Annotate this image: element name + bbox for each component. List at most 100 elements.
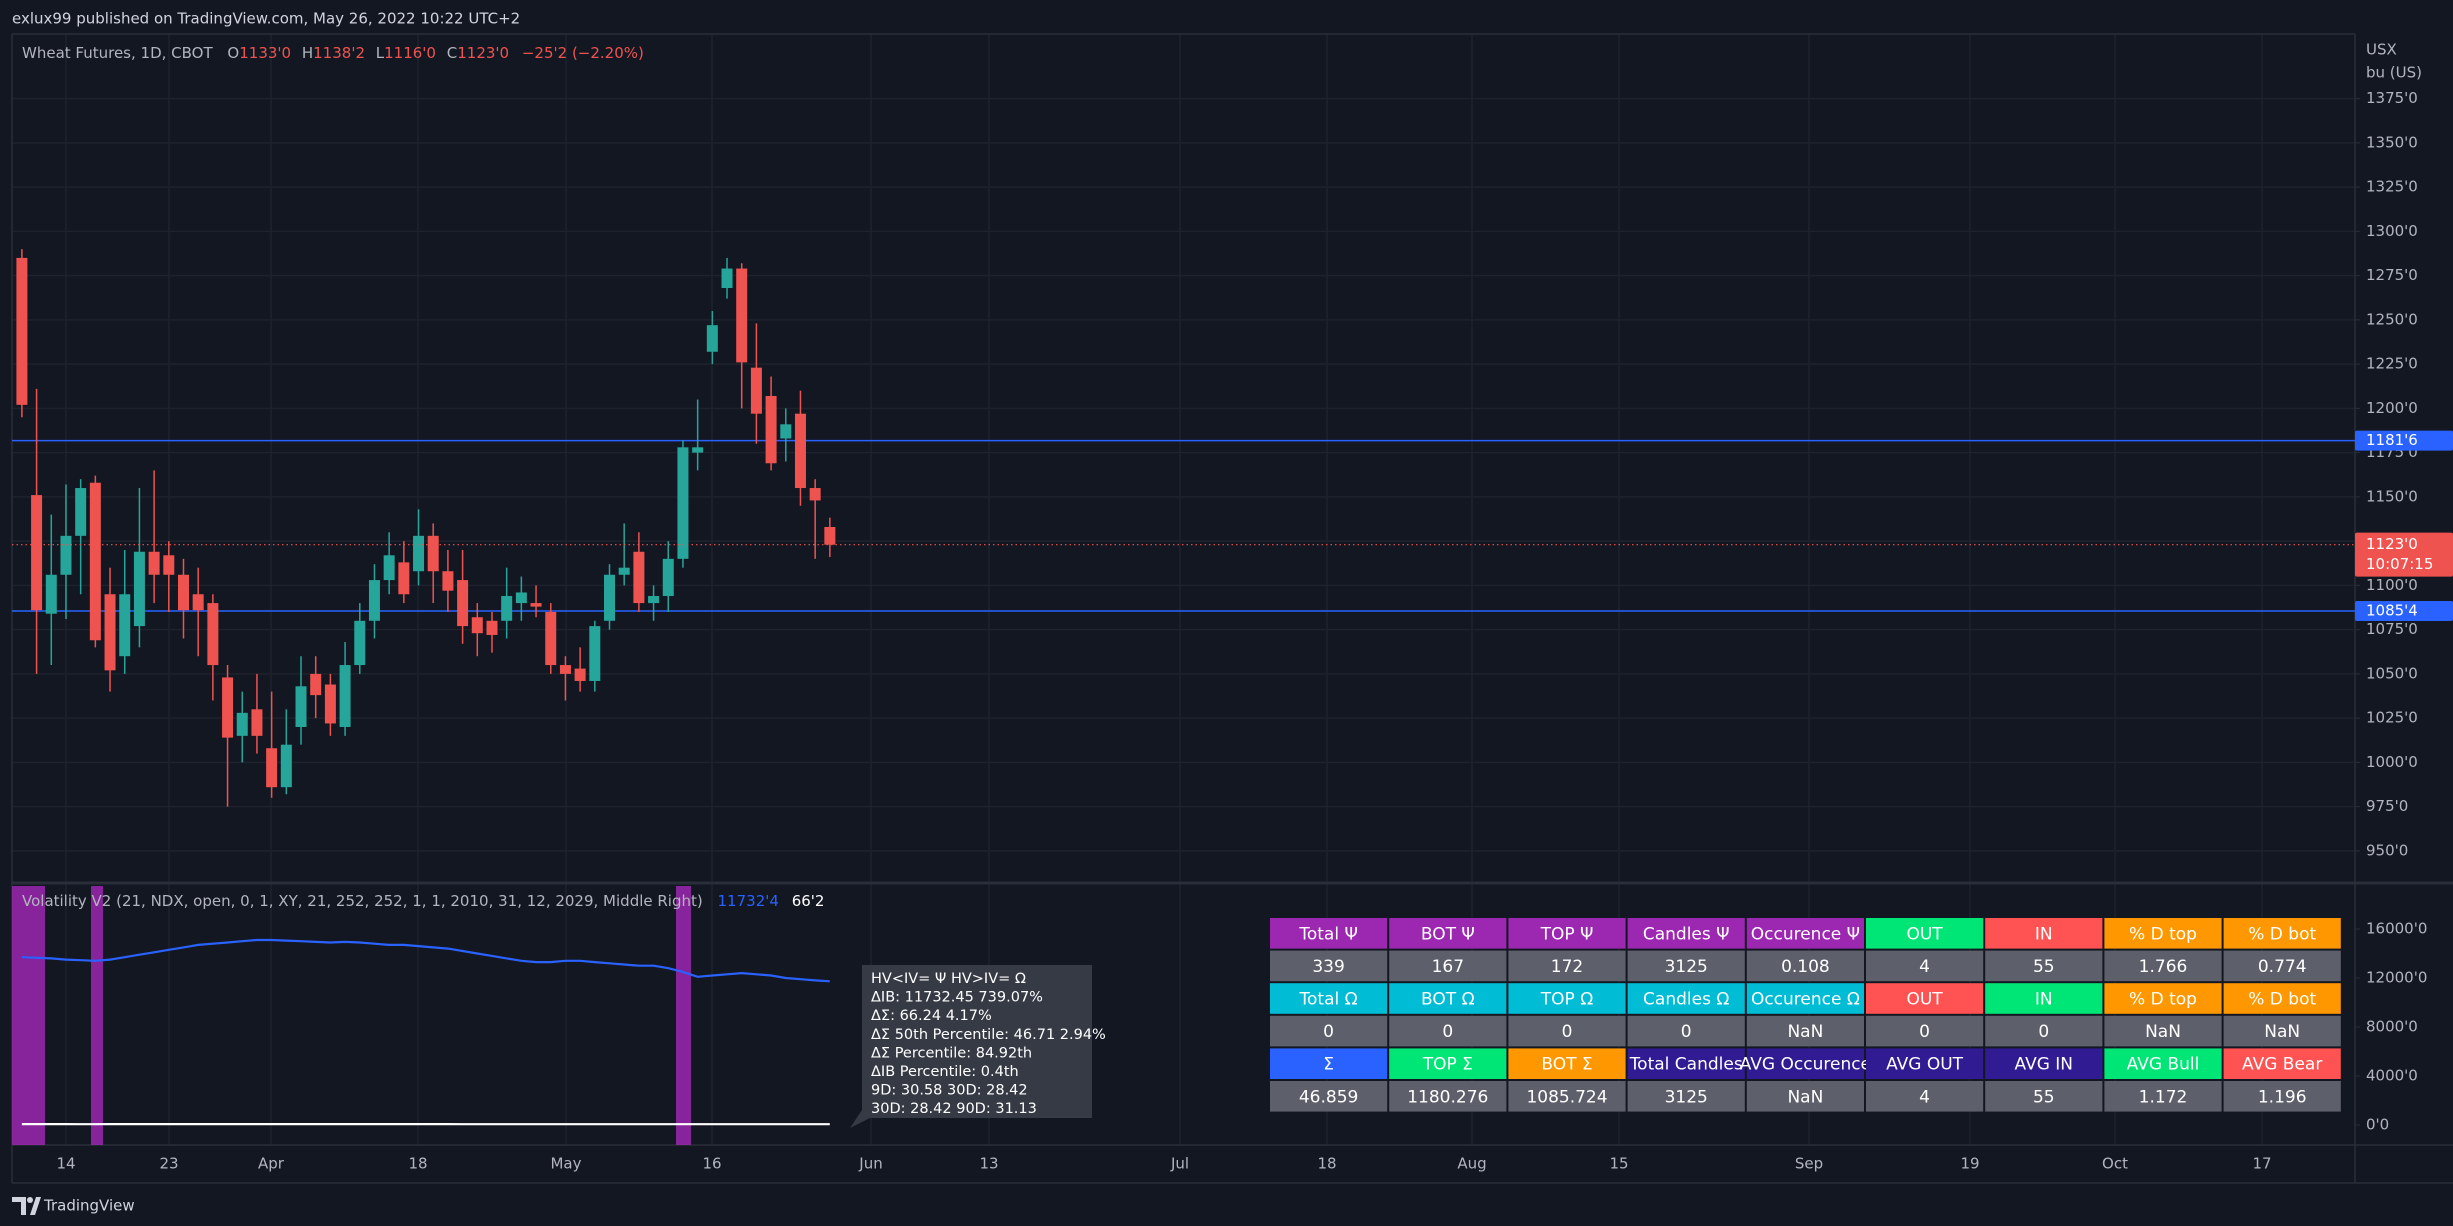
time-label: Sep — [1795, 1155, 1823, 1173]
candle-body — [383, 555, 395, 581]
table-cell-text: 46.859 — [1299, 1087, 1358, 1107]
table-cell-text: 0 — [2038, 1022, 2049, 1042]
table-cell-text: 0.108 — [1781, 957, 1830, 977]
table-cell — [1746, 950, 1864, 982]
table-cell — [1985, 1048, 2103, 1079]
table-cell — [1866, 1015, 1984, 1047]
table-cell — [1985, 1015, 2103, 1047]
table-cell — [1508, 1081, 1626, 1112]
candle-body — [75, 488, 87, 536]
zone — [676, 886, 691, 1145]
table-cell — [1389, 1048, 1507, 1079]
change: −25'2 (−2.20%) — [522, 44, 644, 62]
time-label: 13 — [979, 1155, 998, 1173]
time-label: Jun — [858, 1155, 882, 1173]
table-cell — [1389, 918, 1507, 949]
footer-brand: TradingView — [43, 1197, 135, 1215]
candle-body — [442, 571, 454, 591]
table-cell — [1746, 1081, 1864, 1112]
y-tick-label: 4000'0 — [2366, 1066, 2418, 1084]
stats-table: Total Ψ BOT Ψ TOP Ψ Candles Ψ Occurence Ψ OUT… — [1270, 918, 2341, 1112]
table-cell-text: BOT Ω — [1421, 990, 1475, 1010]
table-cell — [2223, 1081, 2341, 1112]
candle-body — [60, 535, 72, 575]
tooltip-line: ΔIB Percentile: 0.4th — [871, 1064, 1019, 1080]
table-cell — [1627, 918, 1745, 949]
table-cell — [2104, 950, 2222, 982]
ohlc-key: L — [376, 44, 385, 62]
table-cell — [1508, 983, 1626, 1014]
ohlc-key: H — [302, 44, 313, 62]
candle-body — [780, 424, 792, 439]
table-cell — [1627, 983, 1745, 1014]
candle-body — [89, 482, 101, 641]
table-cell — [1270, 950, 1388, 982]
candle-body — [486, 620, 498, 635]
table-cell — [2104, 983, 2222, 1014]
y-tick-label: 1275'0 — [2366, 266, 2418, 284]
ohlc-value: 1138'2 — [313, 44, 365, 62]
candle-body — [589, 626, 601, 681]
series-value: 66'2 — [792, 892, 825, 910]
series-value: 11732'4 — [718, 892, 779, 910]
table-cell-text: AVG Occurence — [1740, 1055, 1871, 1075]
candle-body — [413, 535, 425, 572]
candle-body — [692, 447, 704, 453]
time-label: Jul — [1170, 1155, 1189, 1173]
table-cell — [2104, 1015, 2222, 1047]
table-cell — [2223, 983, 2341, 1014]
time-label: 18 — [408, 1155, 427, 1173]
table-cell-text: 172 — [1551, 957, 1583, 977]
table-cell — [1270, 983, 1388, 1014]
table-cell-text: 1.172 — [2139, 1087, 2188, 1107]
tooltip-line: HV<IV= Ψ HV>IV= Ω — [871, 971, 1026, 987]
ohlc-key: C — [447, 44, 457, 62]
candle-body — [457, 580, 469, 627]
y-tick-label: 1300'0 — [2366, 222, 2418, 240]
y-tick-label: 950'0 — [2366, 841, 2408, 859]
zone — [12, 886, 45, 1145]
table-cell-text: 1.766 — [2139, 957, 2188, 977]
table-cell — [1270, 1081, 1388, 1112]
table-cell-text: 0 — [1442, 1022, 1453, 1042]
price-label: 1085'4 — [2366, 602, 2418, 620]
candle-body — [16, 257, 28, 405]
y-tick-label: 1150'0 — [2366, 487, 2418, 505]
tooltip-box — [862, 965, 1092, 1118]
tooltip-line: ΔΣ 50th Percentile: 46.71 2.94% — [871, 1027, 1106, 1043]
table-cell-text: % D top — [2129, 924, 2197, 944]
candle-body — [750, 367, 762, 414]
last-price-label: 1123'0 — [2366, 535, 2418, 553]
price-label-box — [2355, 430, 2453, 451]
table-cell-text: Candles Ω — [1643, 990, 1729, 1010]
table-cell-text: 4 — [1919, 957, 1930, 977]
price-label-box — [2355, 601, 2453, 622]
candle-body — [148, 551, 160, 575]
table-cell-text: % D bot — [2248, 990, 2316, 1010]
candle-body — [736, 268, 748, 363]
table-cell — [1985, 950, 2103, 982]
candle-body — [192, 594, 204, 611]
table-cell-text: 1085.724 — [1526, 1087, 1607, 1107]
footer-logo — [12, 1197, 41, 1215]
table-cell — [1389, 950, 1507, 982]
table-cell — [1508, 1015, 1626, 1047]
y-tick-label: 1075'0 — [2366, 620, 2418, 638]
candle-body — [163, 555, 175, 575]
candle-body — [809, 488, 821, 501]
candle-body — [471, 617, 483, 634]
candle-body — [31, 495, 43, 611]
table-cell-text: 0 — [1562, 1022, 1573, 1042]
table-cell-text: NaN — [2145, 1022, 2181, 1042]
table-cell — [1866, 983, 1984, 1014]
table-cell-text: Occurence Ω — [1751, 990, 1860, 1010]
table-cell-text: NaN — [1787, 1087, 1823, 1107]
table-cell — [1627, 1015, 1745, 1047]
table-cell — [1746, 918, 1864, 949]
table-cell — [1270, 1048, 1388, 1079]
table-cell — [1866, 918, 1984, 949]
tooltip-line: ΔΣ: 66.24 4.17% — [871, 1008, 992, 1024]
table-cell-text: 0 — [1919, 1022, 1930, 1042]
table-cell-text: 1.196 — [2258, 1087, 2307, 1107]
